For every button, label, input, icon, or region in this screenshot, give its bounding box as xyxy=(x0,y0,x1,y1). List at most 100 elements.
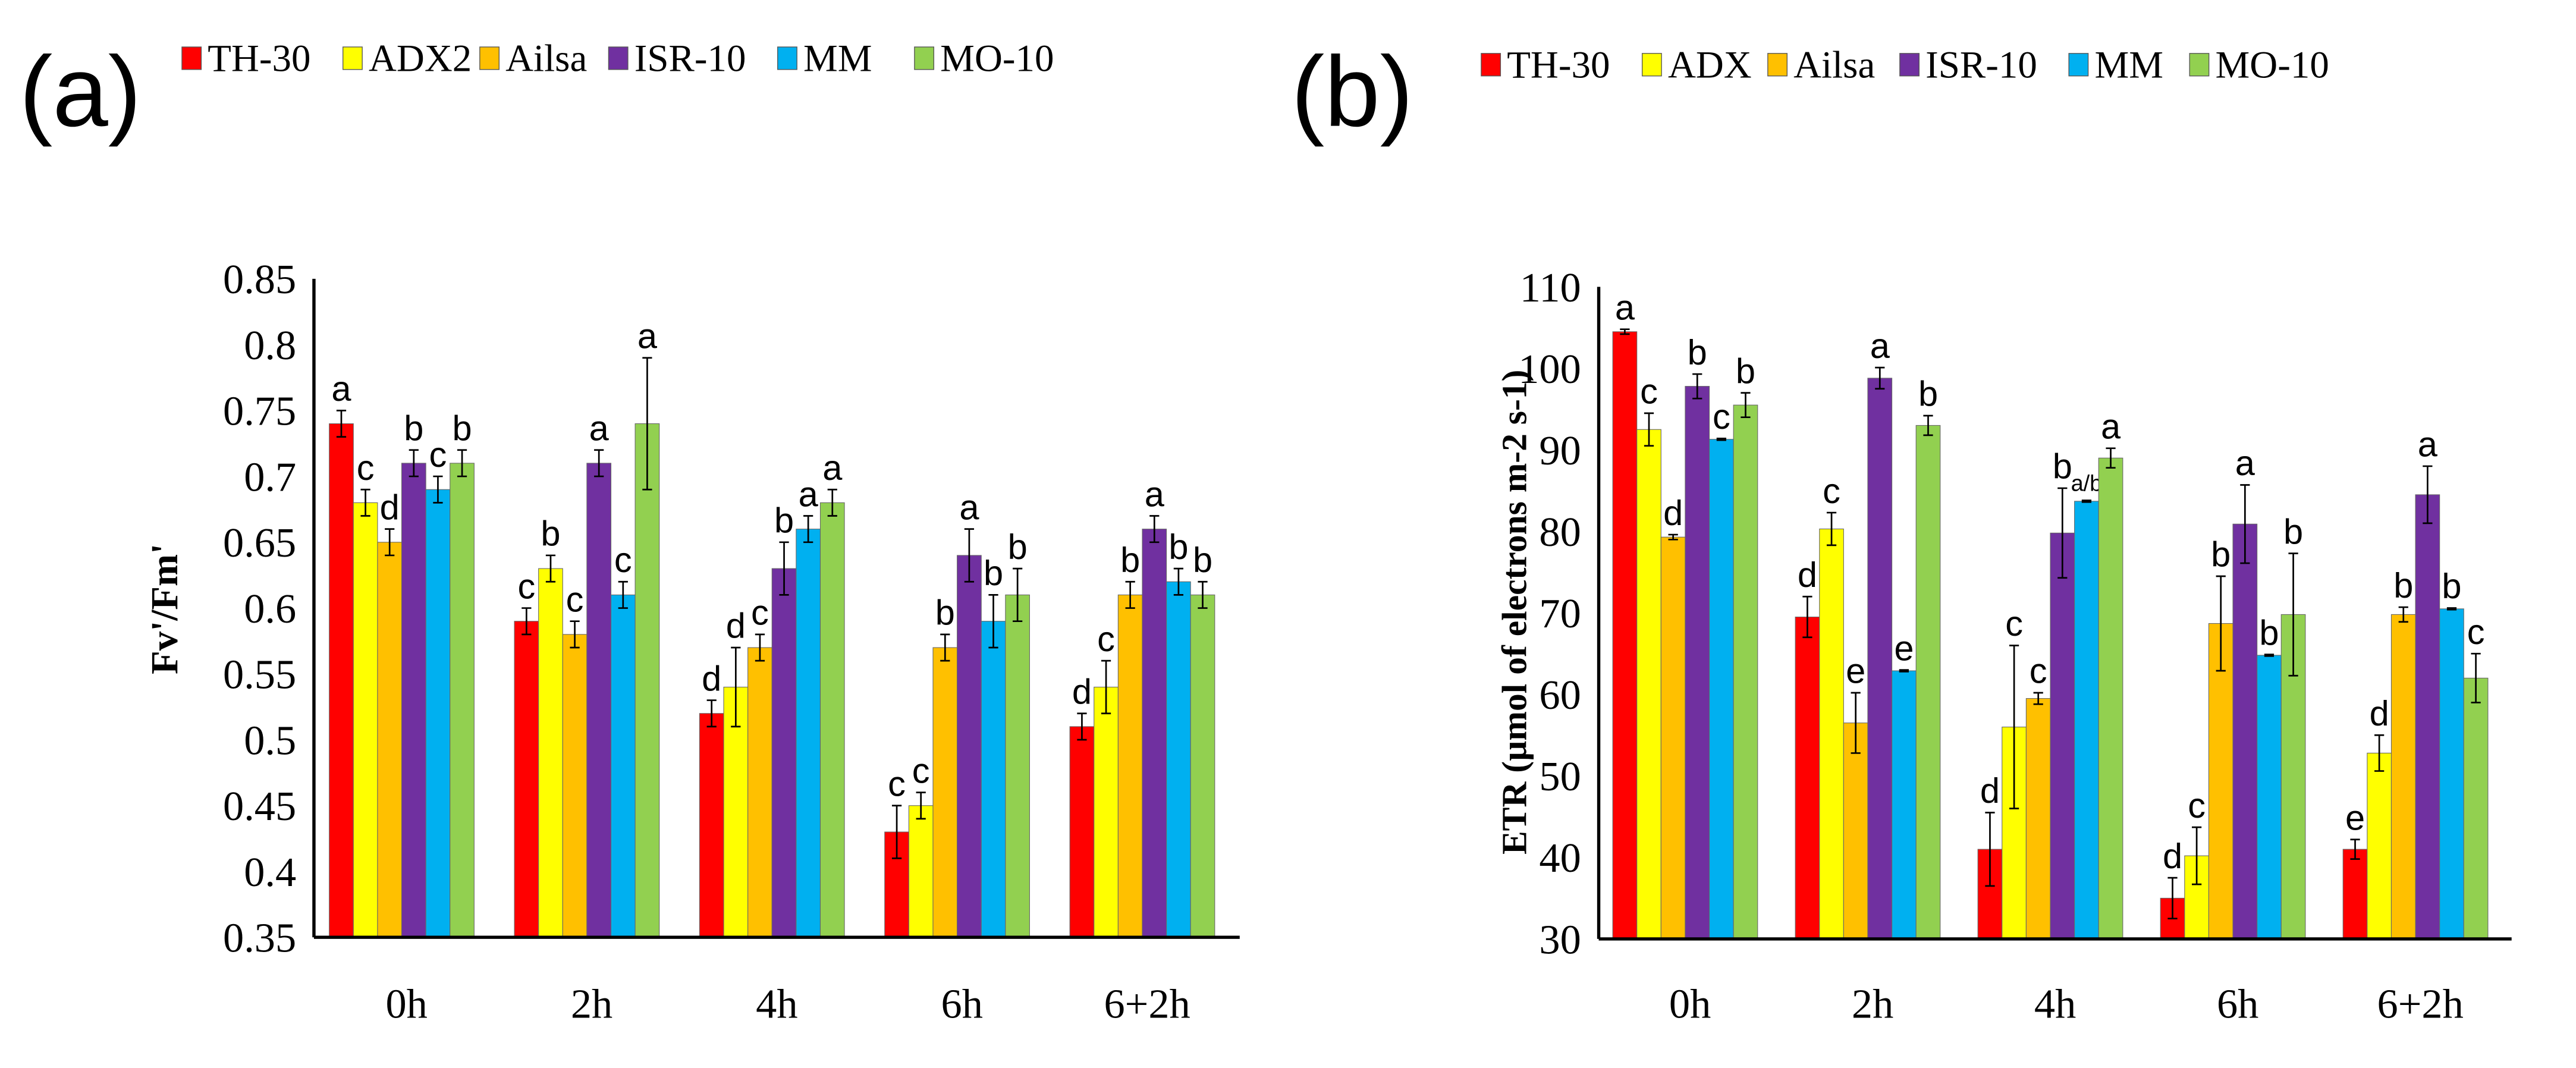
bar xyxy=(2390,614,2416,940)
bar xyxy=(634,423,660,938)
bar xyxy=(1819,528,1844,940)
y-tick-label: 40 xyxy=(1539,835,1581,881)
legend-swatch xyxy=(1481,53,1501,77)
x-tick-label: 4h xyxy=(756,981,797,1028)
y-tick-label: 110 xyxy=(1520,265,1581,311)
bar xyxy=(562,634,588,938)
significance-letter: e xyxy=(1846,651,1865,691)
x-tick-label: 6h xyxy=(941,981,983,1028)
legend-label: MM xyxy=(2094,43,2163,86)
y-tick-label: 0.85 xyxy=(223,256,296,303)
bar xyxy=(401,463,426,938)
bar xyxy=(1117,594,1143,938)
significance-letter: d xyxy=(702,658,721,698)
bar xyxy=(1709,439,1734,940)
bar xyxy=(2208,623,2233,940)
bar xyxy=(1685,386,1710,940)
y-tick-label: 50 xyxy=(1539,753,1581,800)
y-tick-label: 80 xyxy=(1539,509,1581,555)
significance-letter: b xyxy=(452,409,472,448)
significance-letter: a xyxy=(589,409,610,448)
significance-letter: c xyxy=(1640,372,1658,412)
significance-letter: b xyxy=(1008,527,1028,567)
significance-letter: b xyxy=(935,593,955,633)
legend-label: Ailsa xyxy=(505,37,587,80)
significance-letter: a xyxy=(1615,287,1635,327)
significance-letter: b xyxy=(541,514,560,554)
bar xyxy=(377,542,403,938)
bar xyxy=(2050,532,2075,940)
significance-letter: a xyxy=(799,474,819,514)
bar xyxy=(353,502,378,938)
bar xyxy=(1843,723,1868,940)
bar xyxy=(932,647,958,938)
significance-letter: d xyxy=(2370,693,2389,733)
y-tick-label: 60 xyxy=(1539,672,1581,718)
y-tick-label: 0.5 xyxy=(244,717,296,764)
legend-swatch xyxy=(2068,53,2089,77)
x-tick-label: 0h xyxy=(1669,981,1711,1028)
significance-letter: b xyxy=(1918,374,1938,414)
significance-letter: d xyxy=(380,487,400,527)
significance-letter: a xyxy=(2418,425,2438,464)
significance-letter: a xyxy=(637,316,658,356)
significance-letter: a xyxy=(1145,474,1165,514)
chart-panel-a: (a) TH-30 ADX2 Ailsa ISR-10 MM MO-10 0.35 0.4 0.4… xyxy=(19,36,1240,1028)
x-tick-label: 6h xyxy=(2217,981,2258,1028)
bar xyxy=(981,621,1006,938)
x-tick-label: 6+2h xyxy=(2377,981,2464,1028)
significance-letter: b xyxy=(1736,351,1755,391)
bar xyxy=(747,647,772,938)
significance-letter: e xyxy=(2345,797,2365,837)
legend-swatch xyxy=(608,46,629,70)
bar xyxy=(2257,655,2282,940)
bar xyxy=(2342,849,2368,940)
legend-label: MO-10 xyxy=(940,37,1054,80)
significance-letter: d xyxy=(726,606,746,646)
bar xyxy=(2463,677,2489,940)
significance-letter: b xyxy=(2211,535,2231,574)
significance-letter: a xyxy=(959,487,979,527)
significance-letter: c xyxy=(1823,471,1840,511)
significance-letter: a/b xyxy=(2071,471,2103,496)
y-tick-label: 0.75 xyxy=(223,388,296,435)
bar xyxy=(1795,616,1820,940)
panel-label: (a) xyxy=(19,36,141,147)
significance-letter: a xyxy=(331,369,351,409)
significance-letter: c xyxy=(912,750,930,790)
y-tick-label: 0.65 xyxy=(223,520,296,566)
legend-swatch xyxy=(914,46,935,70)
y-tick-label: 0.35 xyxy=(223,915,296,962)
bar xyxy=(796,529,821,938)
x-tick-label: 4h xyxy=(2034,981,2076,1028)
y-tick-label: 0.45 xyxy=(223,783,296,830)
significance-letter: b xyxy=(1168,527,1188,567)
x-tick-label: 0h xyxy=(385,981,427,1028)
y-tick-label: 70 xyxy=(1539,590,1581,637)
bar xyxy=(1190,594,1215,938)
x-tick-label: 2h xyxy=(1852,981,1893,1028)
legend-label: MO-10 xyxy=(2216,43,2329,86)
y-tick-label: 100 xyxy=(1518,346,1581,392)
y-tick-label: 0.4 xyxy=(244,849,296,896)
significance-letter: d xyxy=(1980,771,2000,811)
significance-letter: a xyxy=(2101,407,2121,447)
bar xyxy=(1636,429,1661,940)
significance-letter: a xyxy=(1870,326,1890,366)
bar xyxy=(538,568,563,938)
bar xyxy=(1142,529,1167,938)
legend-swatch xyxy=(1767,53,1788,77)
bar xyxy=(1069,726,1095,938)
bar xyxy=(2439,608,2464,940)
y-axis-title: ETR (µmol of electrons m-2 s-1) xyxy=(1495,370,1534,855)
y-tick-label: 90 xyxy=(1539,428,1581,474)
bar xyxy=(819,502,845,938)
panel-label: (b) xyxy=(1291,36,1413,147)
y-axis-title: Fv'/Fm' xyxy=(143,544,186,674)
significance-letter: d xyxy=(1798,555,1817,595)
bar xyxy=(1915,425,1941,940)
significance-letter: c xyxy=(517,566,535,606)
significance-letter: c xyxy=(1097,619,1115,659)
significance-letter: c xyxy=(566,579,584,619)
